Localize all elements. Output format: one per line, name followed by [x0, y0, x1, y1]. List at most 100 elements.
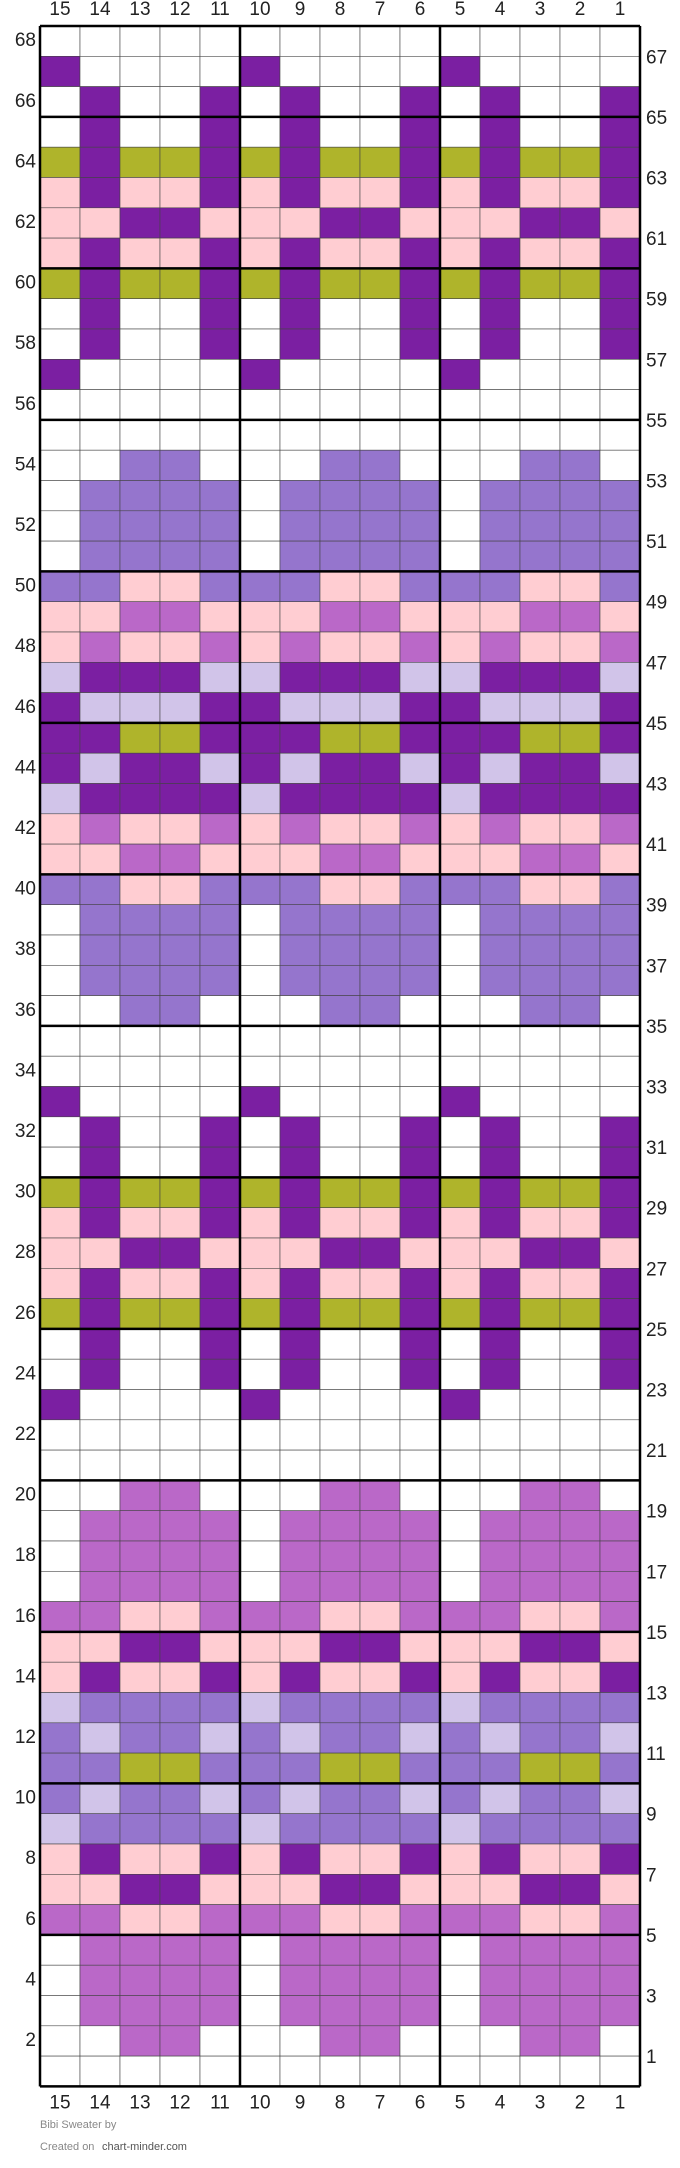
stitch-cell — [199, 1268, 241, 1299]
stitch-cell — [359, 358, 401, 390]
stitch-cell — [439, 843, 481, 875]
stitch-cell — [319, 1540, 361, 1572]
stitch-cell — [359, 1389, 401, 1421]
stitch-cell — [559, 874, 601, 906]
row-label: 22 — [15, 1424, 36, 1445]
stitch-cell — [159, 1934, 201, 1966]
stitch-cell — [279, 964, 321, 996]
stitch-cell — [399, 1146, 441, 1178]
stitch-cell — [199, 480, 241, 512]
column-label: 11 — [210, 2092, 230, 2113]
stitch-cell — [399, 1813, 441, 1845]
stitch-cell — [199, 1692, 241, 1724]
stitch-cell — [79, 449, 121, 481]
stitch-cell — [559, 480, 601, 512]
stitch-cell — [559, 1298, 601, 1330]
stitch-cell — [119, 631, 161, 663]
stitch-cell — [439, 813, 481, 845]
stitch-cell — [479, 631, 521, 663]
stitch-cell — [399, 995, 441, 1027]
stitch-cell — [479, 449, 521, 481]
stitch-cell — [39, 813, 81, 845]
stitch-cell — [439, 328, 481, 360]
stitch-cell — [559, 1419, 601, 1451]
stitch-cell — [519, 1843, 561, 1875]
stitch-cell — [239, 389, 281, 421]
stitch-cell — [559, 1328, 601, 1360]
stitch-cell — [599, 1177, 641, 1209]
stitch-cell — [159, 1146, 201, 1178]
stitch-cell — [79, 1783, 121, 1815]
stitch-cell — [559, 1025, 601, 1057]
stitch-cell — [439, 480, 481, 512]
stitch-cell — [559, 510, 601, 542]
stitch-cell — [359, 843, 401, 875]
stitch-cell — [559, 1540, 601, 1572]
stitch-cell — [239, 1207, 281, 1239]
stitch-cell — [599, 419, 641, 451]
stitch-cell — [239, 2055, 281, 2087]
stitch-cell — [159, 177, 201, 209]
stitch-cell — [79, 510, 121, 542]
stitch-cell — [599, 540, 641, 572]
stitch-cell — [159, 752, 201, 784]
stitch-cell — [79, 601, 121, 633]
stitch-cell — [239, 571, 281, 603]
stitch-cell — [279, 752, 321, 784]
stitch-cell — [279, 540, 321, 572]
stitch-cell — [39, 480, 81, 512]
stitch-cell — [399, 1722, 441, 1754]
stitch-cell — [519, 964, 561, 996]
stitch-cell — [519, 601, 561, 633]
stitch-cell — [479, 328, 521, 360]
row-label: 1 — [646, 2047, 657, 2068]
stitch-cell — [399, 813, 441, 845]
stitch-cell — [39, 752, 81, 784]
stitch-cell — [159, 1358, 201, 1390]
stitch-cell — [119, 1146, 161, 1178]
stitch-cell — [359, 1571, 401, 1602]
column-label: 13 — [129, 2092, 150, 2113]
stitch-cell — [479, 116, 521, 148]
stitch-cell — [39, 1146, 81, 1178]
row-label: 58 — [15, 333, 36, 354]
stitch-cell — [599, 1419, 641, 1451]
stitch-cell — [479, 207, 521, 239]
stitch-cell — [439, 1692, 481, 1724]
stitch-cell — [599, 661, 641, 693]
stitch-cell — [79, 1540, 121, 1572]
stitch-cell — [519, 177, 561, 209]
stitch-cell — [159, 1601, 201, 1633]
site-link[interactable]: chart-minder.com — [102, 2141, 187, 2153]
stitch-cell — [159, 1298, 201, 1330]
stitch-cell — [79, 1964, 121, 1996]
stitch-cell — [359, 1237, 401, 1269]
stitch-cell — [159, 540, 201, 572]
stitch-cell — [119, 116, 161, 148]
stitch-cell — [119, 1783, 161, 1815]
stitch-cell — [359, 1480, 401, 1512]
column-label: 3 — [535, 2092, 546, 2113]
stitch-cell — [119, 540, 161, 572]
stitch-cell — [359, 692, 401, 724]
stitch-cell — [399, 146, 441, 178]
stitch-cell — [239, 1692, 281, 1724]
stitch-cell — [439, 1783, 481, 1815]
stitch-cell — [79, 268, 121, 299]
column-label: 2 — [575, 2092, 586, 2113]
stitch-cell — [279, 1358, 321, 1390]
stitch-cell — [559, 116, 601, 148]
stitch-cell — [39, 1661, 81, 1693]
stitch-cell — [239, 1813, 281, 1845]
stitch-cell — [79, 1631, 121, 1663]
stitch-cell — [319, 1904, 361, 1936]
stitch-cell — [559, 1874, 601, 1905]
stitch-cell — [239, 661, 281, 693]
stitch-cell — [239, 1086, 281, 1118]
row-label: 66 — [15, 91, 36, 112]
stitch-cell — [39, 904, 81, 936]
row-label: 54 — [15, 454, 37, 475]
stitch-cell — [559, 86, 601, 118]
stitch-cell — [399, 1055, 441, 1087]
stitch-cell — [39, 1358, 81, 1390]
